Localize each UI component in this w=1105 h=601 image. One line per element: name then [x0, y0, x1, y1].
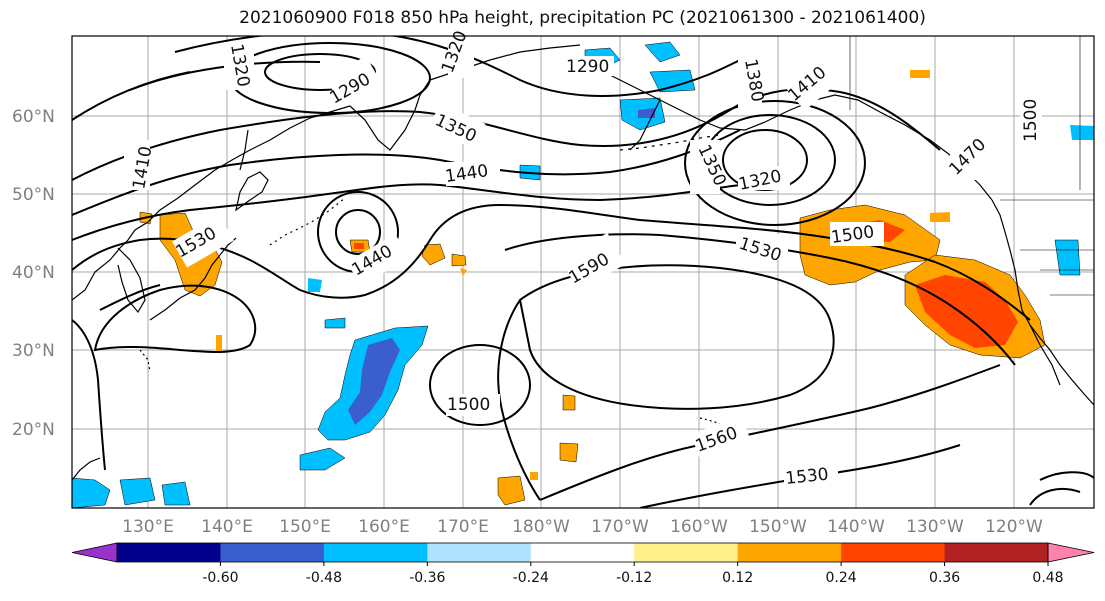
- lon-label: 160°W: [670, 517, 728, 537]
- colorbar-tick-label: -0.36: [409, 570, 445, 586]
- colorbar-tick-label: 0.36: [929, 570, 960, 586]
- borders: [849, 36, 1094, 296]
- colorbar-tick-label: -0.48: [306, 570, 342, 586]
- lon-label: 130°E: [122, 517, 174, 537]
- contour-labels: 1320 1290 1320 1290 1380 1410 1350 1410 …: [124, 28, 1042, 489]
- lat-label: 40°N: [12, 263, 55, 283]
- contour-label: 1290: [566, 57, 609, 77]
- lon-label: 140°W: [827, 517, 885, 537]
- colorbar-segment: [944, 543, 1049, 562]
- latitude-labels: 60°N 50°N 40°N 30°N 20°N: [12, 107, 55, 440]
- lat-label: 30°N: [12, 341, 55, 361]
- lon-label: 160°E: [358, 517, 410, 537]
- longitude-labels: 130°E 140°E 150°E 160°E 170°E 180°W 170°…: [122, 517, 1043, 537]
- lat-label: 20°N: [12, 420, 55, 440]
- lat-label: 60°N: [12, 107, 55, 127]
- colorbar-segment: [737, 543, 842, 562]
- lon-label: 170°E: [437, 517, 489, 537]
- lon-label: 120°W: [985, 517, 1043, 537]
- lon-label: 170°W: [591, 517, 649, 537]
- contour-label: 1500: [1021, 99, 1041, 142]
- colorbar-segment: [634, 543, 739, 562]
- colorbar-tick-label: 0.12: [722, 570, 753, 586]
- colorbar-tick-label: 0.48: [1032, 570, 1063, 586]
- colorbar-segment: [220, 543, 325, 562]
- colorbar: -0.60 -0.48 -0.36 -0.24 -0.12 0.12 0.24 0.36 0.4…: [71, 542, 1095, 586]
- colorbar-tick-label: -0.12: [616, 570, 652, 586]
- colorbar-extend-low: [71, 542, 118, 563]
- colorbar-segment: [530, 543, 635, 562]
- colorbar-frame: [116, 542, 1049, 563]
- colorbar-extend-high: [1047, 542, 1095, 563]
- precip-negative-wpac: [324, 317, 346, 329]
- lon-label: 140°E: [201, 517, 253, 537]
- contour-label: 1530: [784, 465, 829, 489]
- colorbar-tick-label: -0.60: [202, 570, 238, 586]
- colorbar-tick-label: -0.24: [513, 570, 549, 586]
- lon-label: 150°E: [279, 517, 331, 537]
- lon-label: 130°W: [906, 517, 964, 537]
- lat-label: 50°N: [12, 185, 55, 205]
- lon-label: 150°W: [749, 517, 807, 537]
- colorbar-segment: [841, 543, 946, 562]
- colorbar-segment: [117, 543, 221, 562]
- colorbar-segment: [323, 543, 428, 562]
- colorbar-segment: [427, 543, 532, 562]
- lon-label: 180°W: [512, 517, 570, 537]
- colorbar-tick-label: 0.24: [826, 570, 857, 586]
- map-frame: [71, 35, 1095, 509]
- map-title: 2021060900 F018 850 hPa height, precipit…: [239, 8, 926, 28]
- contour-label: 1500: [447, 395, 490, 415]
